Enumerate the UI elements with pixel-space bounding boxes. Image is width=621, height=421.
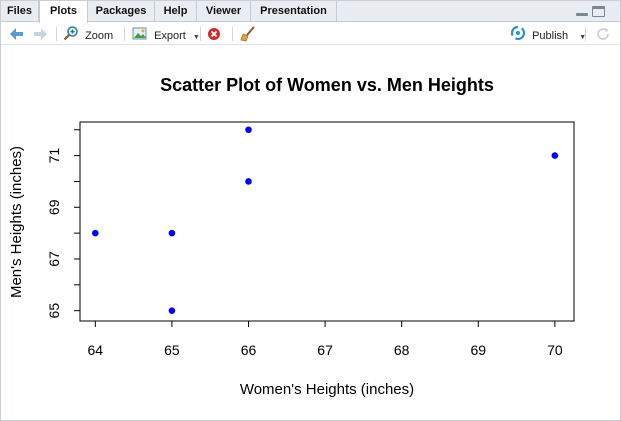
y-tick-label: 69 [46, 199, 62, 215]
x-tick-label: 68 [394, 342, 410, 358]
data-point [92, 229, 99, 237]
plot-viewer: Scatter Plot of Women vs. Men Heights 64… [1, 46, 620, 421]
x-axis: 64 65 66 67 68 69 70 [88, 321, 563, 358]
x-tick-label: 69 [470, 342, 486, 358]
y-axis-label: Men's Heights (inches) [8, 146, 25, 298]
x-tick-label: 67 [317, 342, 333, 358]
tab-files[interactable]: Files [1, 1, 39, 22]
publish-button[interactable]: Publish ▼ [509, 25, 586, 43]
data-point [168, 307, 176, 314]
forward-arrow-icon[interactable] [32, 25, 48, 43]
export-icon [132, 25, 148, 47]
data-point [245, 126, 252, 134]
data-point [168, 229, 176, 237]
chevron-down-icon: ▼ [192, 33, 200, 41]
x-axis-label: Women's Heights (inches) [240, 381, 414, 398]
export-label: Export [154, 29, 186, 42]
toolbar-separator [124, 27, 125, 41]
y-axis: 65 67 69 71 [46, 129, 80, 319]
y-tick-label: 65 [46, 303, 62, 319]
data-point [245, 178, 252, 185]
tab-viewer[interactable]: Viewer [197, 1, 251, 22]
tab-plots[interactable]: Plots [39, 1, 88, 23]
toolbar-separator [200, 27, 201, 41]
tab-help[interactable]: Help [155, 1, 197, 22]
publish-label: Publish [532, 29, 569, 42]
y-tick-label: 71 [46, 148, 62, 164]
chart-title: Scatter Plot of Women vs. Men Heights [160, 75, 494, 95]
remove-plot-icon[interactable] [207, 25, 221, 43]
tab-presentation[interactable]: Presentation [251, 1, 337, 22]
zoom-icon [63, 25, 79, 47]
maximize-pane-icon[interactable] [592, 6, 605, 17]
x-tick-label: 64 [88, 342, 104, 358]
toolbar-separator [56, 27, 57, 41]
broom-icon[interactable] [240, 25, 256, 43]
x-tick-label: 65 [164, 342, 180, 358]
zoom-label: Zoom [85, 29, 114, 42]
data-point [551, 152, 559, 159]
x-tick-label: 66 [241, 342, 257, 358]
toolbar-separator [585, 27, 586, 41]
data-points [92, 126, 559, 314]
publish-icon [509, 25, 527, 47]
export-button[interactable]: Export ▼ [132, 25, 200, 43]
refresh-icon[interactable] [595, 25, 611, 43]
plot-frame [79, 121, 575, 322]
chevron-down-icon: ▼ [579, 33, 587, 41]
scatter-plot: Scatter Plot of Women vs. Men Heights 64… [8, 75, 575, 398]
y-tick-label: 67 [46, 251, 62, 267]
tab-packages[interactable]: Packages [88, 1, 155, 22]
minimize-pane-icon[interactable] [575, 6, 589, 17]
plots-toolbar: Zoom Export ▼ Publish ▼ [1, 23, 620, 45]
pane-tab-bar: Files Plots Packages Help Viewer Present… [1, 1, 620, 23]
zoom-button[interactable]: Zoom [63, 25, 113, 43]
toolbar-separator [232, 27, 233, 41]
x-tick-label: 70 [547, 342, 563, 358]
back-arrow-icon[interactable] [9, 25, 25, 43]
